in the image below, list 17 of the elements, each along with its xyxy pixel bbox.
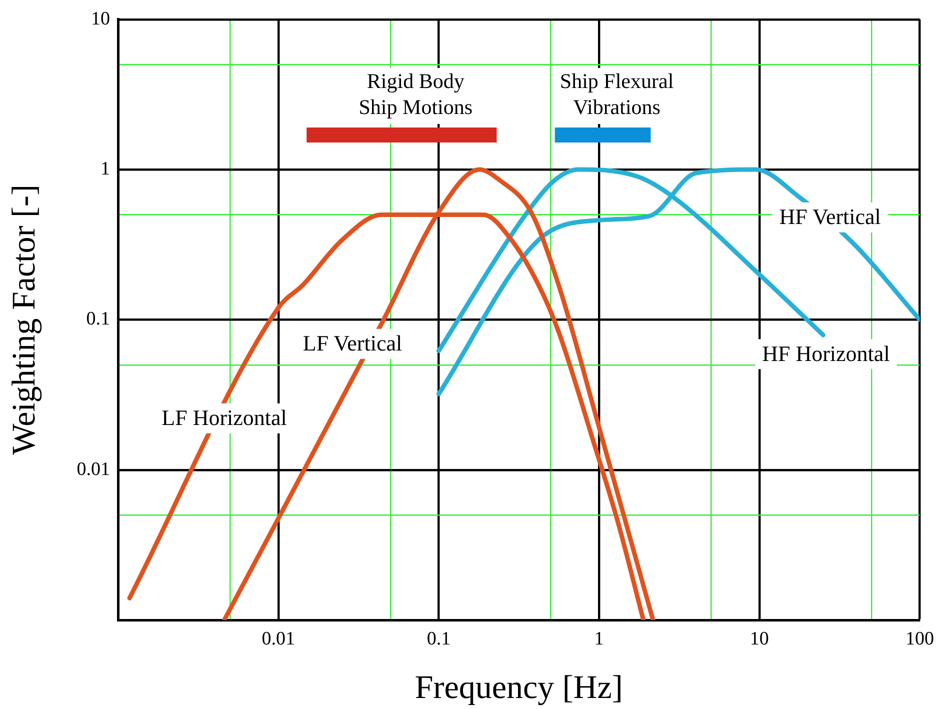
x-tick-label: 0.1 xyxy=(426,628,451,650)
y-tick-label: 10 xyxy=(91,8,110,30)
y-tick-label: 0.01 xyxy=(76,458,110,480)
series-label: Ship Flexural Vibrations xyxy=(560,68,674,119)
y-tick-label: 1 xyxy=(100,158,110,180)
y-axis-title: Weighting Factor [-] xyxy=(6,184,42,455)
x-axis-title: Frequency [Hz] xyxy=(414,670,623,706)
series-label: LF Horizontal xyxy=(162,405,287,430)
series-label: HF Vertical xyxy=(779,204,881,230)
x-tick-label: 1 xyxy=(594,628,604,650)
series-label: HF Horizontal xyxy=(762,340,890,366)
series-label: LF Vertical xyxy=(302,330,402,356)
series-label: Rigid Body Ship Motions xyxy=(358,68,473,119)
x-tick-label: 0.01 xyxy=(262,628,295,650)
x-tick-label: 100 xyxy=(906,628,934,650)
y-tick-label: 0.1 xyxy=(86,308,110,330)
x-tick-label: 10 xyxy=(750,628,769,650)
